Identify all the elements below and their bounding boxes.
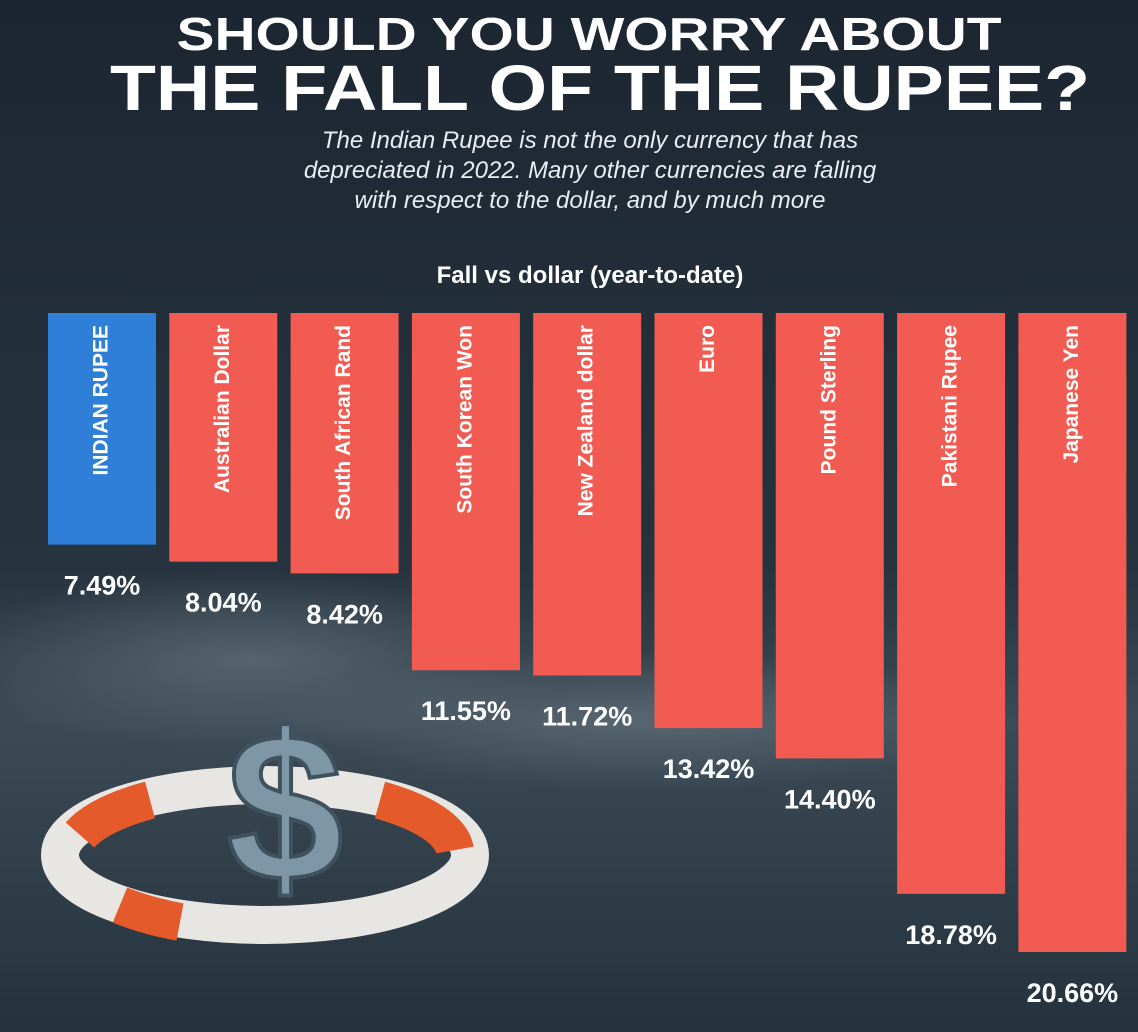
lifebuoy xyxy=(41,766,489,944)
description: The Indian Rupee is not the only currenc… xyxy=(322,127,858,154)
value-label: 20.66% xyxy=(1027,978,1119,1008)
bar xyxy=(897,313,1006,894)
lifebuoy-stripe xyxy=(374,781,474,855)
value-label: 8.04% xyxy=(185,588,262,618)
dollar-sign: $ xyxy=(227,690,344,925)
value-label: 8.42% xyxy=(306,599,383,629)
bar xyxy=(290,313,399,574)
category-label: Euro xyxy=(696,325,719,373)
axis-label: Fall vs dollar (year-to-date) xyxy=(437,262,744,289)
category-label: Pakistani Rupee xyxy=(939,325,962,487)
category-label: INDIAN RUPEE xyxy=(90,325,113,476)
category-label: Japanese Yen xyxy=(1060,325,1083,464)
value-label: 14.40% xyxy=(784,784,876,814)
bar xyxy=(654,313,763,729)
bar xyxy=(411,313,520,671)
lifebuoy-stripe xyxy=(112,887,184,941)
lifebuoy-stripe xyxy=(65,781,156,849)
bar xyxy=(533,313,642,676)
bar xyxy=(1018,313,1127,952)
category-label: South African Rand xyxy=(332,325,355,520)
bar xyxy=(775,313,884,759)
bar xyxy=(48,313,156,545)
value-label: 13.42% xyxy=(663,754,755,784)
value-label: 7.49% xyxy=(64,571,141,601)
bar xyxy=(169,313,278,562)
title: THE FALL OF THE RUPEE? xyxy=(110,52,1090,124)
title: SHOULD YOU WORRY ABOUT xyxy=(177,8,1002,60)
lifebuoy-illustration: $ xyxy=(41,688,489,944)
value-label: 11.72% xyxy=(542,701,632,731)
category-label: New Zealand dollar xyxy=(575,325,598,516)
value-label: 11.55% xyxy=(421,696,511,726)
category-label: Pound Sterling xyxy=(817,325,840,474)
description: with respect to the dollar, and by much … xyxy=(355,187,826,214)
description: depreciated in 2022. Many other currenci… xyxy=(304,157,877,184)
category-label: Australian Dollar xyxy=(211,325,234,493)
category-label: South Korean Won xyxy=(453,325,476,514)
value-label: 18.78% xyxy=(905,920,997,950)
